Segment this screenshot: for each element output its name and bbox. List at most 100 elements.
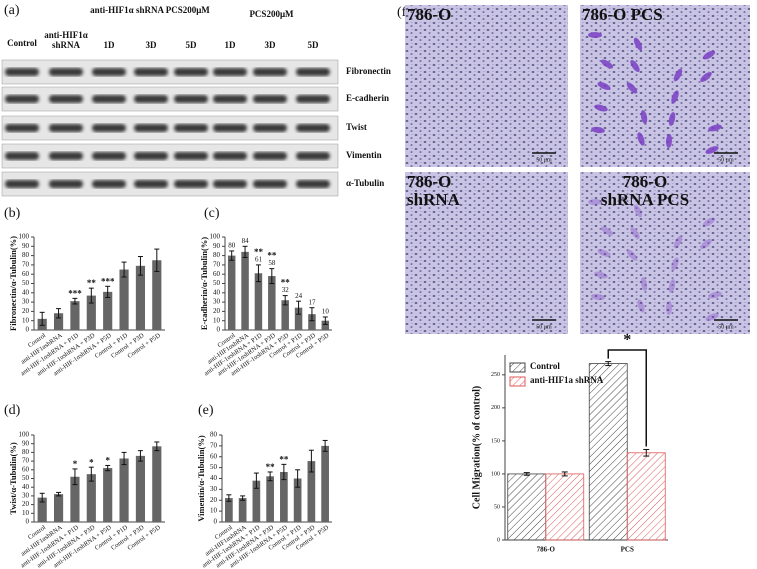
significance: ** bbox=[254, 247, 264, 257]
group-header: PCS200μM bbox=[249, 9, 294, 19]
panel-label: (a) bbox=[4, 3, 20, 18]
bar bbox=[227, 255, 236, 330]
blot-band bbox=[5, 180, 39, 188]
value-label: 84 bbox=[242, 237, 250, 245]
y-tick-label: 40 bbox=[22, 483, 30, 491]
lane-header: anti-HIF1α shRNA bbox=[44, 30, 88, 50]
bar bbox=[268, 276, 276, 330]
blot-band bbox=[253, 124, 287, 132]
y-axis-label: E-cadherin/α-Tubulin(%) bbox=[199, 237, 209, 330]
micrograph-label: 786-O bbox=[407, 5, 452, 24]
bar bbox=[241, 251, 249, 330]
blot-band bbox=[92, 124, 126, 132]
micrograph-label: 786-O PCS bbox=[582, 5, 663, 24]
significance: ** bbox=[87, 278, 97, 288]
x-tick-label: 786-O bbox=[537, 546, 556, 554]
bar bbox=[308, 314, 316, 330]
stained-cell bbox=[673, 235, 683, 249]
stained-cell bbox=[633, 204, 643, 218]
y-tick-label: 90 bbox=[213, 242, 221, 250]
legend-swatch bbox=[509, 362, 526, 373]
y-tick-label: 30 bbox=[213, 298, 221, 306]
y-tick-label: 200 bbox=[491, 405, 500, 411]
blot-band bbox=[92, 95, 126, 103]
value-label: 10 bbox=[322, 308, 330, 316]
scale-label: 50 μm bbox=[718, 157, 734, 163]
y-tick-label: 30 bbox=[210, 485, 218, 493]
stained-cell bbox=[708, 291, 722, 299]
y-tick-label: 10 bbox=[210, 507, 218, 515]
y-tick-label: 20 bbox=[22, 307, 30, 315]
stained-cell bbox=[630, 60, 640, 72]
value-label: 32 bbox=[282, 286, 290, 294]
blot-band bbox=[213, 68, 247, 76]
stained-cell bbox=[640, 110, 648, 124]
y-tick-label: 0 bbox=[217, 326, 221, 334]
blot-band bbox=[253, 68, 287, 76]
bar bbox=[588, 363, 628, 541]
stained-cell bbox=[594, 104, 608, 112]
y-tick-label: 70 bbox=[22, 457, 30, 465]
y-tick-label: 20 bbox=[22, 500, 30, 508]
y-tick-label: 80 bbox=[22, 448, 30, 456]
stained-cell bbox=[633, 37, 643, 51]
stained-cell bbox=[708, 124, 722, 132]
legend-label: anti-HIF1a shRNA bbox=[530, 375, 604, 385]
panel-label: (b) bbox=[4, 206, 21, 221]
y-axis-label: Vimentin/α-Tubulin(%) bbox=[196, 435, 206, 521]
stained-cell bbox=[597, 249, 611, 257]
y-axis-label: Fibronectin/α-Tubulin(%) bbox=[8, 236, 18, 331]
significance: *** bbox=[101, 276, 115, 286]
blot-band bbox=[134, 180, 168, 188]
lane-day: 1D bbox=[104, 40, 116, 50]
blot-band bbox=[174, 180, 208, 188]
stained-cell bbox=[665, 134, 673, 148]
blot-band bbox=[296, 180, 330, 188]
y-tick-label: 0 bbox=[26, 326, 30, 334]
bar bbox=[280, 471, 288, 522]
bar bbox=[307, 461, 316, 522]
stained-cell bbox=[702, 50, 716, 60]
y-tick-label: 50 bbox=[210, 463, 218, 471]
y-tick-label: 100 bbox=[19, 233, 30, 241]
y-axis-label: Twist/α-Tubulin(%) bbox=[8, 442, 18, 514]
significance: ** bbox=[267, 251, 277, 261]
stained-cell bbox=[700, 239, 712, 249]
blot-band bbox=[134, 124, 168, 132]
y-tick-label: 80 bbox=[22, 251, 30, 259]
y-tick-label: 10 bbox=[22, 316, 30, 324]
value-label: 24 bbox=[295, 292, 303, 300]
bar bbox=[103, 468, 113, 522]
blot-band bbox=[5, 95, 39, 103]
bar bbox=[281, 300, 289, 330]
blot-band bbox=[49, 152, 83, 160]
stained-cell bbox=[702, 217, 716, 227]
blot-band bbox=[92, 68, 126, 76]
y-tick-label: 10 bbox=[22, 509, 30, 517]
value-label: 61 bbox=[255, 256, 263, 264]
blot-band bbox=[296, 152, 330, 160]
y-tick-label: 50 bbox=[213, 279, 221, 287]
y-tick-label: 90 bbox=[22, 439, 30, 447]
legend-label: Control bbox=[530, 361, 560, 371]
legend-swatch bbox=[509, 376, 526, 387]
stained-cell bbox=[588, 199, 602, 205]
y-axis-label: Cell Migration(% of control) bbox=[471, 386, 482, 509]
bar bbox=[238, 498, 247, 522]
bar bbox=[119, 458, 129, 522]
scale-label: 50 μm bbox=[536, 324, 552, 330]
stained-cell bbox=[668, 112, 676, 126]
blot-band bbox=[5, 124, 39, 132]
stained-cell bbox=[640, 277, 648, 291]
y-tick-label: 0 bbox=[214, 518, 218, 526]
stained-cell bbox=[665, 301, 673, 315]
protein-label: Twist bbox=[346, 122, 367, 132]
micrograph bbox=[580, 172, 750, 334]
panel-label: (e) bbox=[198, 403, 214, 418]
protein-label: E-cadherin bbox=[346, 93, 389, 103]
y-tick-label: 40 bbox=[213, 288, 221, 296]
panel-label: (d) bbox=[4, 403, 21, 418]
blot-band bbox=[253, 152, 287, 160]
micrograph bbox=[405, 5, 568, 167]
